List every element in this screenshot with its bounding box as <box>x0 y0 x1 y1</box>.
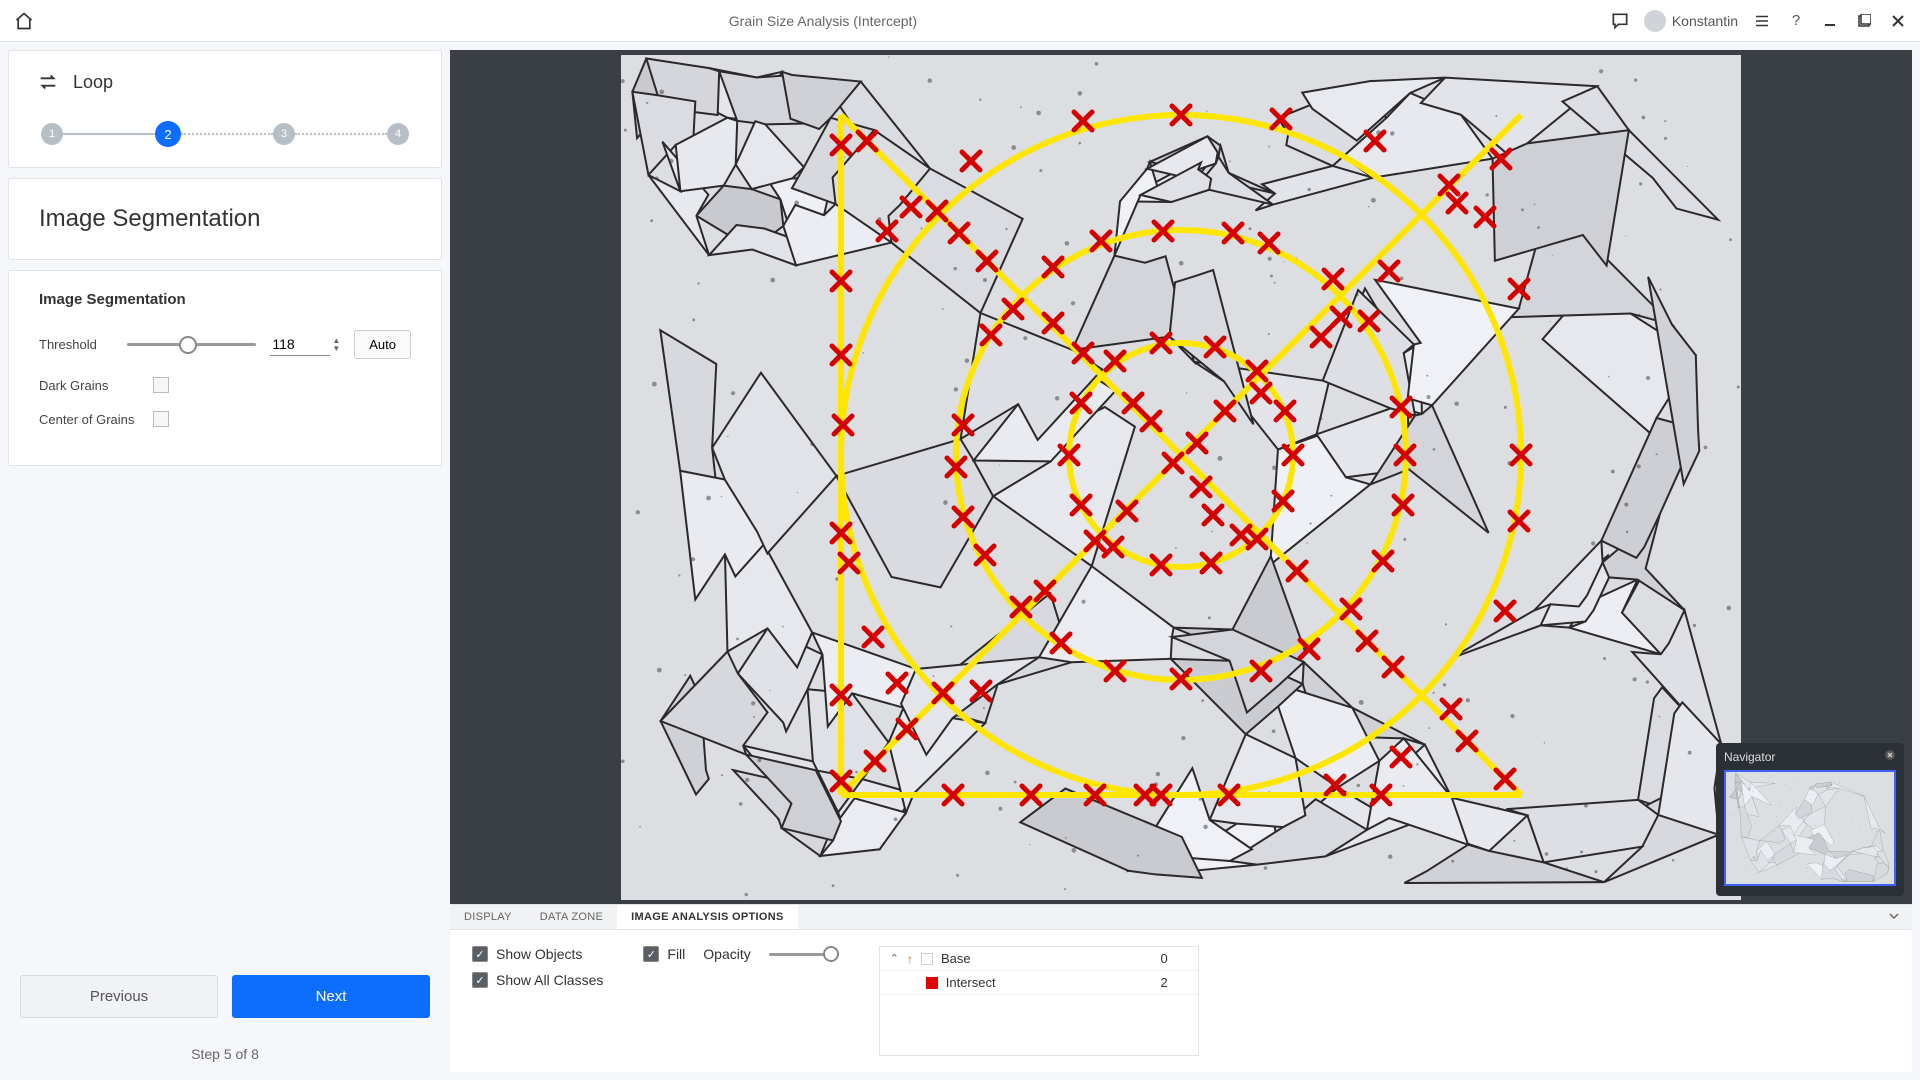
collapse-icon[interactable] <box>1876 910 1912 925</box>
opacity-label: Opacity <box>703 946 750 962</box>
window-title: Grain Size Analysis (Intercept) <box>36 13 1610 29</box>
opacity-slider[interactable] <box>769 953 839 956</box>
step-dot-1[interactable]: 1 <box>41 123 63 145</box>
comment-icon[interactable] <box>1610 11 1630 31</box>
step-dot-2[interactable]: 2 <box>155 121 181 147</box>
show-objects-checkbox[interactable]: ✓ <box>472 946 488 962</box>
step-dot-4[interactable]: 4 <box>387 123 409 145</box>
tab-image-analysis-options[interactable]: IMAGE ANALYSIS OPTIONS <box>617 905 797 929</box>
minimize-icon[interactable] <box>1820 11 1840 31</box>
center-grains-checkbox[interactable] <box>153 411 169 427</box>
step-info: Step 5 of 8 <box>8 1028 442 1072</box>
class-row[interactable]: ⌃↑Base0 <box>880 947 1198 971</box>
micrograph <box>621 55 1741 900</box>
class-table: ⌃↑Base0Intersect2 <box>879 946 1199 1056</box>
tab-data-zone[interactable]: DATA ZONE <box>526 905 617 929</box>
auto-button[interactable]: Auto <box>354 330 411 359</box>
maximize-icon[interactable] <box>1854 11 1874 31</box>
threshold-input[interactable] <box>270 333 330 356</box>
next-button[interactable]: Next <box>232 975 430 1018</box>
show-objects-label: Show Objects <box>496 946 582 962</box>
threshold-slider[interactable] <box>127 343 256 346</box>
loop-card: Loop 1 2 3 4 <box>8 50 442 168</box>
section-title-card: Image Segmentation <box>8 178 442 260</box>
loop-label: Loop <box>73 72 113 93</box>
show-all-classes-label: Show All Classes <box>496 972 603 988</box>
home-icon[interactable] <box>12 9 36 33</box>
threshold-label: Threshold <box>39 337 113 352</box>
menu-icon[interactable] <box>1752 11 1772 31</box>
close-icon[interactable] <box>1888 11 1908 31</box>
sidebar: Loop 1 2 3 4 Image Segmentation Image Segme… <box>0 42 450 1080</box>
analysis-options: ✓ Show Objects ✓ Show All Classes ✓ Fill Op… <box>450 930 1912 1072</box>
navigator-thumbnail[interactable] <box>1724 770 1896 886</box>
threshold-spinner[interactable]: ▲▼ <box>332 337 340 353</box>
fill-label: Fill <box>667 946 685 962</box>
dark-grains-label: Dark Grains <box>39 378 139 393</box>
show-all-classes-checkbox[interactable]: ✓ <box>472 972 488 988</box>
titlebar: Grain Size Analysis (Intercept) Konstant… <box>0 0 1920 42</box>
previous-button[interactable]: Previous <box>20 975 218 1018</box>
tab-display[interactable]: DISPLAY <box>450 905 526 929</box>
navigator-title: Navigator <box>1724 750 1775 764</box>
username: Konstantin <box>1672 13 1738 29</box>
stepper: 1 2 3 4 <box>37 121 413 147</box>
navigator-close-icon[interactable] <box>1884 749 1896 764</box>
center-grains-label: Center of Grains <box>39 412 139 427</box>
loop-icon <box>37 71 59 93</box>
avatar-icon <box>1644 10 1666 32</box>
dark-grains-checkbox[interactable] <box>153 377 169 393</box>
help-icon[interactable]: ? <box>1786 11 1806 31</box>
fill-checkbox[interactable]: ✓ <box>643 946 659 962</box>
segmentation-card: Image Segmentation Threshold ▲▼ Auto Dar… <box>8 270 442 466</box>
content: Navigator DISPLAYDATA ZONEIMAGE ANALYSIS… <box>450 42 1920 1080</box>
user-badge[interactable]: Konstantin <box>1644 10 1738 32</box>
segmentation-heading: Image Segmentation <box>39 291 411 308</box>
class-row[interactable]: Intersect2 <box>880 971 1198 995</box>
bottom-tabbar: DISPLAYDATA ZONEIMAGE ANALYSIS OPTIONS <box>450 904 1912 930</box>
section-title: Image Segmentation <box>39 205 411 233</box>
navigator-panel[interactable]: Navigator <box>1716 743 1904 896</box>
step-dot-3[interactable]: 3 <box>273 123 295 145</box>
image-viewer[interactable]: Navigator <box>450 50 1912 904</box>
